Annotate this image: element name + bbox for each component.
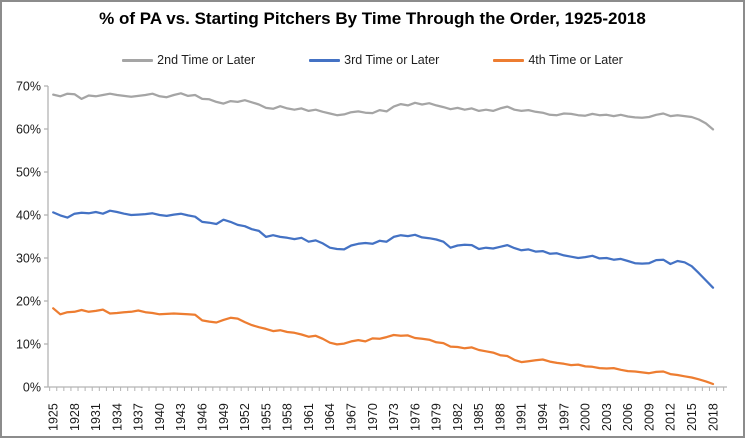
x-tick-label: 2000 [579, 403, 593, 431]
x-tick-label: 1997 [557, 403, 571, 431]
legend-label: 2nd Time or Later [157, 53, 256, 67]
x-tick-label: 2003 [600, 403, 614, 431]
legend-line-swatch [309, 58, 341, 62]
x-tick-label: 2009 [642, 403, 656, 431]
legend-label: 3rd Time or Later [344, 53, 440, 67]
x-tick-label: 1964 [323, 403, 337, 431]
y-tick-label: 0% [23, 381, 41, 395]
x-tick-label: 1928 [68, 403, 82, 431]
series-line-4nd-or-later [52, 307, 715, 386]
legend-label: 4th Time or Later [528, 53, 623, 67]
x-tick-label: 1937 [132, 403, 146, 431]
y-tick-label: 60% [16, 123, 41, 137]
series-line-3nd-or-later [52, 209, 715, 289]
y-tick-label: 20% [16, 295, 41, 309]
legend-line-swatch [493, 58, 525, 62]
x-tick-label: 1961 [302, 403, 316, 431]
x-tick-label: 2006 [621, 403, 635, 431]
x-tick-label: 1982 [451, 403, 465, 431]
y-tick-label: 10% [16, 338, 41, 352]
x-tick-label: 1955 [259, 403, 273, 431]
x-tick-label: 1967 [344, 403, 358, 431]
x-tick-label: 1949 [217, 403, 231, 431]
legend-item-2: 4th Time or Later [493, 53, 623, 67]
y-tick-label: 30% [16, 252, 41, 266]
x-tick-label: 1934 [110, 403, 124, 431]
chart-legend: 2nd Time or Later 3rd Time or Later 4th Ti… [0, 53, 745, 67]
x-tick-label: 1970 [366, 403, 380, 431]
x-tick-label: 1973 [387, 403, 401, 431]
x-tick-label: 1946 [195, 403, 209, 431]
x-tick-label: 1979 [430, 403, 444, 431]
x-tick-label: 2018 [706, 403, 720, 431]
chart-title: % of PA vs. Starting Pitchers By Time Th… [99, 9, 646, 28]
legend-item-0: 2nd Time or Later [122, 53, 255, 67]
x-tick-label: 1976 [408, 403, 422, 431]
x-tick-label: 1943 [174, 403, 188, 431]
x-tick-label: 2012 [664, 403, 678, 431]
x-tick-label: 1994 [536, 403, 550, 431]
x-tick-label: 1958 [281, 403, 295, 431]
x-tick-label: 1940 [153, 403, 167, 431]
x-tick-label: 2015 [685, 403, 699, 431]
series-line-2nd-or-later [52, 92, 715, 131]
x-tick-label: 1931 [89, 403, 103, 431]
x-tick-label: 1988 [493, 403, 507, 431]
x-tick-label: 1985 [472, 403, 486, 431]
y-tick-label: 50% [16, 166, 41, 180]
legend-item-1: 3rd Time or Later [309, 53, 439, 67]
x-tick-label: 1991 [515, 403, 529, 431]
y-tick-label: 70% [16, 80, 41, 94]
y-tick-label: 40% [16, 209, 41, 223]
legend-line-swatch [122, 58, 154, 62]
x-tick-label: 1925 [47, 403, 61, 431]
x-tick-label: 1952 [238, 403, 252, 431]
